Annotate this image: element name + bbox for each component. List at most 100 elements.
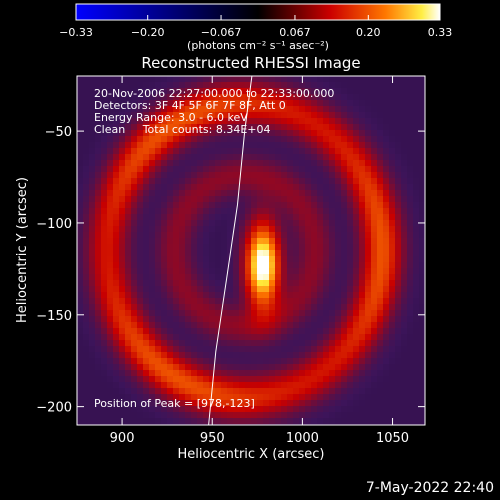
heatmap-cell <box>353 376 359 382</box>
heatmap-cell <box>239 328 245 334</box>
heatmap-cell <box>215 160 221 166</box>
heatmap-cell <box>257 202 263 208</box>
heatmap-cell <box>101 232 107 238</box>
heatmap-cell <box>101 208 107 214</box>
heatmap-cell <box>359 274 365 280</box>
heatmap-cell <box>341 340 347 346</box>
heatmap-cell <box>323 316 329 322</box>
heatmap-cell <box>323 118 329 124</box>
heatmap-cell <box>287 316 293 322</box>
heatmap-cell <box>227 244 233 250</box>
heatmap-cell <box>143 130 149 136</box>
heatmap-cell <box>329 178 335 184</box>
heatmap-cell <box>107 118 113 124</box>
heatmap-cell <box>395 268 401 274</box>
heatmap-cell <box>323 400 329 406</box>
heatmap-cell <box>179 148 185 154</box>
heatmap-cell <box>269 316 275 322</box>
heatmap-cell <box>287 160 293 166</box>
heatmap-cell <box>395 184 401 190</box>
heatmap-cell <box>161 214 167 220</box>
heatmap-cell <box>329 262 335 268</box>
heatmap-cell <box>311 202 317 208</box>
heatmap-cell <box>77 154 83 160</box>
heatmap-cell <box>329 238 335 244</box>
heatmap-cell <box>215 346 221 352</box>
heatmap-cell <box>143 394 149 400</box>
heatmap-cell <box>269 304 275 310</box>
heatmap-cell <box>353 298 359 304</box>
heatmap-cell <box>131 154 137 160</box>
heatmap-cell <box>407 394 413 400</box>
heatmap-cell <box>113 160 119 166</box>
heatmap-cell <box>395 310 401 316</box>
heatmap-cell <box>77 280 83 286</box>
heatmap-cell <box>173 148 179 154</box>
heatmap-cell <box>413 376 419 382</box>
heatmap-cell <box>83 280 89 286</box>
heatmap-cell <box>251 358 257 364</box>
heatmap-cell <box>347 100 353 106</box>
heatmap-cell <box>275 370 281 376</box>
heatmap-cell <box>359 334 365 340</box>
heatmap-cell <box>203 208 209 214</box>
heatmap-cell <box>95 280 101 286</box>
heatmap-cell <box>167 376 173 382</box>
heatmap-cell <box>197 388 203 394</box>
heatmap-cell <box>281 304 287 310</box>
heatmap-cell <box>257 196 263 202</box>
heatmap-cell <box>89 382 95 388</box>
heatmap-cell <box>245 178 251 184</box>
heatmap-cell <box>413 256 419 262</box>
heatmap-cell <box>389 322 395 328</box>
heatmap-cell <box>137 394 143 400</box>
heatmap-cell <box>251 394 257 400</box>
heatmap-cell <box>179 376 185 382</box>
heatmap-cell <box>251 142 257 148</box>
heatmap-cell <box>389 274 395 280</box>
heatmap-cell <box>89 406 95 412</box>
heatmap-cell <box>179 364 185 370</box>
heatmap-cell <box>389 112 395 118</box>
heatmap-cell <box>389 358 395 364</box>
heatmap-cell <box>197 244 203 250</box>
heatmap-cell <box>269 340 275 346</box>
heatmap-cell <box>305 88 311 94</box>
heatmap-cell <box>95 322 101 328</box>
heatmap-cell <box>251 238 257 244</box>
heatmap-cell <box>347 340 353 346</box>
heatmap-cell <box>353 310 359 316</box>
heatmap-cell <box>95 346 101 352</box>
heatmap-cell <box>209 190 215 196</box>
heatmap-cell <box>173 412 179 418</box>
heatmap-cell <box>353 316 359 322</box>
heatmap-cell <box>281 256 287 262</box>
heatmap-cell <box>197 412 203 418</box>
heatmap-cell <box>239 238 245 244</box>
heatmap-cell <box>143 256 149 262</box>
heatmap-cell <box>197 214 203 220</box>
heatmap-cell <box>269 352 275 358</box>
heatmap-cell <box>197 268 203 274</box>
heatmap-cell <box>317 160 323 166</box>
heatmap-cell <box>293 226 299 232</box>
heatmap-cell <box>203 286 209 292</box>
heatmap-cell <box>419 274 425 280</box>
heatmap-cell <box>251 316 257 322</box>
heatmap-cell <box>323 394 329 400</box>
heatmap-cell <box>101 130 107 136</box>
heatmap-cell <box>275 232 281 238</box>
heatmap-cell <box>377 190 383 196</box>
heatmap-cell <box>383 358 389 364</box>
heatmap-cell <box>89 112 95 118</box>
heatmap-cell <box>113 376 119 382</box>
heatmap-cell <box>107 226 113 232</box>
heatmap-cell <box>245 274 251 280</box>
heatmap-cell <box>389 334 395 340</box>
heatmap-cell <box>245 160 251 166</box>
heatmap-cell <box>311 220 317 226</box>
heatmap-cell <box>341 328 347 334</box>
heatmap-cell <box>83 238 89 244</box>
heatmap-cell <box>251 400 257 406</box>
heatmap-cell <box>299 220 305 226</box>
